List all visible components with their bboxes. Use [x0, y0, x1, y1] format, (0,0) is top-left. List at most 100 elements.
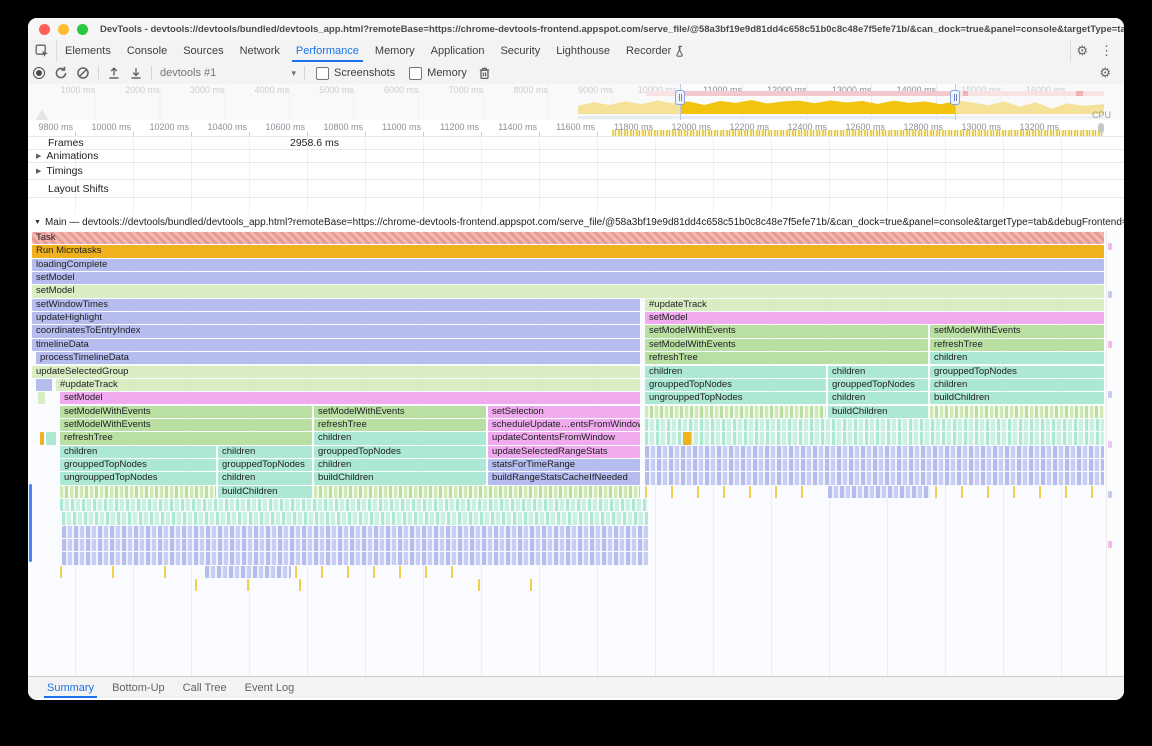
- flame-bar-timelinedata[interactable]: timelineData: [32, 338, 640, 352]
- flame-bar-refreshtree[interactable]: refreshTree: [930, 338, 1104, 352]
- flame-bar-scheduleupdate-entsfromwindow[interactable]: scheduleUpdate…entsFromWindow: [488, 418, 640, 432]
- tab-sources[interactable]: Sources: [183, 45, 224, 57]
- flame-bar-ungrouppedtopnodes[interactable]: ungrouppedTopNodes: [645, 392, 826, 405]
- flame-bar-grouppedtopnodes[interactable]: grouppedTopNodes: [218, 458, 312, 472]
- flame-bar-filler[interactable]: [195, 579, 315, 592]
- flame-bar-filler[interactable]: [683, 432, 691, 445]
- flame-bar-setmodel[interactable]: setModel: [60, 392, 640, 405]
- flame-bar-filler[interactable]: [645, 405, 826, 418]
- flame-bar-filler[interactable]: [38, 392, 45, 405]
- flame-bar-filler[interactable]: [295, 565, 470, 579]
- bottom-tab-bottom-up[interactable]: Bottom-Up: [112, 681, 165, 694]
- flame-bar-grouppedtopnodes[interactable]: grouppedTopNodes: [314, 445, 486, 458]
- flame-bar-setmodelwithevents[interactable]: setModelWithEvents: [60, 405, 312, 418]
- collapse-arrow-icon[interactable]: ▼: [34, 219, 41, 226]
- flame-bar-grouppedtopnodes[interactable]: grouppedTopNodes: [60, 458, 216, 472]
- flame-bar-grouppedtopnodes[interactable]: grouppedTopNodes: [930, 365, 1104, 378]
- flame-bar-run-microtasks[interactable]: Run Microtasks: [32, 245, 1104, 258]
- flame-bar-filler[interactable]: [645, 418, 1104, 432]
- tab-recorder[interactable]: Recorder: [618, 40, 693, 62]
- flame-bar-filler[interactable]: [935, 485, 1104, 498]
- flame-bar-updatehighlight[interactable]: updateHighlight: [32, 312, 640, 325]
- bottom-tab-summary[interactable]: Summary: [38, 677, 103, 698]
- zoom-window-button[interactable]: [77, 23, 88, 35]
- flame-bar-filler[interactable]: [645, 458, 1104, 472]
- flame-bar-filler[interactable]: [62, 525, 648, 538]
- flame-bar-buildchildren[interactable]: buildChildren: [218, 485, 312, 498]
- flame-bar-setmodel[interactable]: setModel: [645, 312, 1104, 325]
- settings-gear-icon[interactable]: ⚙: [1076, 43, 1088, 58]
- flame-bar-filler[interactable]: [46, 432, 56, 445]
- flame-bar-children[interactable]: children: [314, 458, 486, 472]
- flame-bar-statsfortimerange[interactable]: statsForTimeRange: [488, 458, 640, 472]
- flame-bar-children[interactable]: children: [60, 445, 216, 458]
- flame-bar-filler[interactable]: [62, 539, 648, 552]
- detail-time-ruler[interactable]: 9800 ms 10000 ms 10200 ms 10400 ms 10600 ms 1…: [28, 120, 1124, 137]
- flame-bar-children[interactable]: children: [218, 472, 312, 485]
- screenshots-checkbox[interactable]: Screenshots: [316, 66, 395, 80]
- flame-bar-filler[interactable]: [205, 565, 291, 579]
- flame-bar-setwindowtimes[interactable]: setWindowTimes: [32, 298, 640, 312]
- flame-bar-grouppedtopnodes[interactable]: grouppedTopNodes: [645, 378, 826, 392]
- main-flame-chart[interactable]: Task Run Microtasks loadingComplete setMode…: [28, 231, 1124, 676]
- screenshots-checkbox-box[interactable]: [316, 66, 329, 80]
- flame-bar-updateselectedgroup[interactable]: updateSelectedGroup: [32, 365, 640, 378]
- flame-bar-#updatetrack[interactable]: #updateTrack: [56, 378, 640, 392]
- layout-shifts-track[interactable]: Layout Shifts: [28, 180, 1124, 198]
- load-profile-icon[interactable]: [103, 63, 125, 83]
- memory-checkbox-box[interactable]: [409, 66, 423, 80]
- flame-bar-filler[interactable]: [314, 485, 640, 498]
- flame-bar-setmodel[interactable]: setModel: [32, 272, 1104, 285]
- main-thread-header[interactable]: ▼ Main — devtools://devtools/bundled/dev…: [28, 214, 1124, 231]
- record-button[interactable]: [28, 63, 50, 83]
- window-right-resize-handle[interactable]: [950, 90, 960, 105]
- flame-bar-setmodelwithevents[interactable]: setModelWithEvents: [645, 338, 928, 352]
- timings-track[interactable]: ▶ Timings: [28, 163, 1124, 180]
- animations-track[interactable]: ▶ Animations: [28, 150, 1124, 163]
- flame-bar-setmodelwithevents[interactable]: setModelWithEvents: [930, 325, 1104, 338]
- flame-bar-children[interactable]: children: [314, 432, 486, 445]
- flame-bar-filler[interactable]: [478, 579, 538, 592]
- flame-bar-filler[interactable]: [828, 485, 930, 498]
- tab-network[interactable]: Network: [239, 45, 280, 57]
- flame-bar-setmodelwithevents[interactable]: setModelWithEvents: [314, 405, 486, 418]
- capture-settings-gear-icon[interactable]: ⚙: [1099, 65, 1111, 80]
- expand-arrow-icon[interactable]: ▶: [36, 168, 42, 175]
- flame-bar-children[interactable]: children: [930, 352, 1104, 365]
- clear-icon[interactable]: [72, 63, 94, 83]
- flame-bar-setmodelwithevents[interactable]: setModelWithEvents: [645, 325, 928, 338]
- flame-bar-#updatetrack[interactable]: #updateTrack: [645, 298, 1104, 312]
- bottom-tab-call-tree[interactable]: Call Tree: [182, 681, 227, 694]
- flame-bar-refreshtree[interactable]: refreshTree: [60, 432, 312, 445]
- flame-bar-updateselectedrangestats[interactable]: updateSelectedRangeStats: [488, 445, 640, 458]
- flame-bar-filler[interactable]: [62, 512, 648, 525]
- flame-bar-setmodelwithevents[interactable]: setModelWithEvents: [60, 418, 312, 432]
- inspect-element-icon[interactable]: [28, 40, 57, 62]
- flame-bar-filler[interactable]: [930, 405, 1104, 418]
- flame-bar-coordinatestoentryindex[interactable]: coordinatesToEntryIndex: [32, 325, 640, 338]
- bottom-tab-event-log[interactable]: Event Log: [244, 681, 295, 694]
- profile-select[interactable]: devtools #1 ▾: [160, 67, 296, 79]
- tab-console[interactable]: Console: [126, 45, 168, 57]
- flame-bar-refreshtree[interactable]: refreshTree: [645, 352, 928, 365]
- reload-and-record-icon[interactable]: [50, 63, 72, 83]
- flame-bar-refreshtree[interactable]: refreshTree: [314, 418, 486, 432]
- window-left-resize-handle[interactable]: [675, 90, 685, 105]
- flame-bar-buildchildren[interactable]: buildChildren: [930, 392, 1104, 405]
- tab-performance[interactable]: Performance: [288, 40, 367, 62]
- close-window-button[interactable]: [39, 23, 50, 35]
- vertical-scrollbar[interactable]: [1106, 231, 1114, 676]
- flame-bar-processtimelinedata[interactable]: processTimelineData: [36, 352, 640, 365]
- flame-bar-children[interactable]: children: [828, 392, 928, 405]
- flame-bar-buildrangestatscacheifneeded[interactable]: buildRangeStatsCacheIfNeeded: [488, 472, 640, 485]
- flame-bar-updatecontentsfromwindow[interactable]: updateContentsFromWindow: [488, 432, 640, 445]
- garbage-collect-icon[interactable]: [474, 63, 496, 83]
- flame-bar-filler[interactable]: [60, 485, 216, 498]
- flame-bar-filler[interactable]: [60, 499, 648, 512]
- tab-elements[interactable]: Elements: [65, 45, 111, 57]
- flame-bar-grouppedtopnodes[interactable]: grouppedTopNodes: [828, 378, 928, 392]
- expand-arrow-icon[interactable]: ▶: [36, 153, 42, 160]
- flame-bar-filler[interactable]: [645, 472, 1104, 485]
- flame-bar-children[interactable]: children: [828, 365, 928, 378]
- flame-bar-children[interactable]: children: [645, 365, 826, 378]
